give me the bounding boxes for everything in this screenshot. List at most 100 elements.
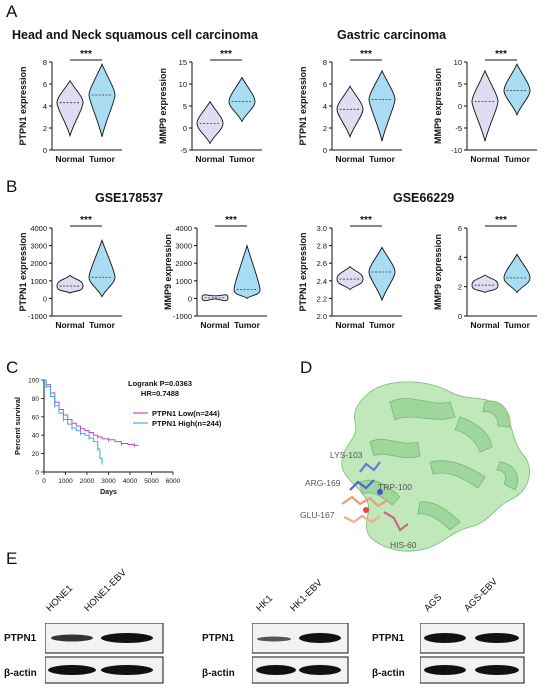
dataset-title-gse178537: GSE178537: [95, 191, 164, 205]
y-tick-label: 4000: [30, 224, 47, 233]
survival-curve-low: [44, 379, 139, 446]
y-tick-label: 5: [183, 102, 187, 111]
violin-normal: [201, 294, 229, 302]
legend-label: PTPN1 Low(n=244): [152, 409, 220, 418]
band-actin-control: [48, 665, 96, 675]
y-tick-label: -5: [180, 146, 187, 155]
y-axis-label: MMP9 expression: [433, 68, 443, 144]
band-ptpn1-ebv: [475, 633, 519, 643]
y-tick-label: 0: [458, 312, 462, 321]
violin-tumor: [88, 63, 116, 137]
x-tick-label: 1000: [58, 478, 73, 485]
y-tick-label: 0: [35, 470, 39, 477]
band-actin-control: [424, 665, 466, 675]
y-tick-label: 3.0: [317, 224, 327, 233]
y-tick-label: 100: [28, 378, 39, 385]
x-axis-label: Days: [100, 489, 117, 496]
y-tick-label: 4: [458, 253, 462, 262]
violin-normal: [56, 79, 84, 138]
lane-label: HONE1: [44, 583, 76, 614]
x-tick-label: Normal: [470, 320, 499, 330]
y-tick-label: 0: [458, 102, 462, 111]
y-tick-label: 40: [32, 433, 40, 440]
band-ptpn1-control: [424, 633, 466, 643]
x-tick-label: 6000: [166, 478, 181, 485]
violin-normal: [471, 274, 499, 294]
blot-row-label: β-actin: [4, 668, 37, 679]
y-tick-label: 8: [43, 58, 47, 67]
protein-structure-image: LYS-103 ARG-169 TRP-100 GLU-167 HIS-60: [300, 381, 530, 552]
violin-chart-a2: -5 0 5 10 15 MMP9 expression Normal Tumor ***: [158, 49, 262, 164]
y-tick-label: 2: [43, 124, 47, 133]
y-tick-label: 4: [323, 102, 327, 111]
panel-letter-e: E: [6, 549, 18, 568]
y-tick-label: 2000: [30, 259, 47, 268]
x-tick-label: Normal: [335, 154, 364, 164]
x-tick-label: Tumor: [234, 320, 261, 330]
y-tick-label: 3000: [30, 242, 47, 251]
dataset-title-gastric: Gastric carcinoma: [337, 28, 447, 42]
y-axis-label: MMP9 expression: [158, 68, 168, 144]
lane-label: AGS: [422, 592, 445, 614]
y-tick-label: 1000: [30, 277, 47, 286]
residue-his-60: HIS-60: [390, 540, 417, 550]
band-actin-ebv: [299, 665, 341, 675]
y-axis-label: MMP9 expression: [163, 234, 173, 310]
x-tick-label: Normal: [470, 154, 499, 164]
panel-letter-a: A: [6, 2, 18, 21]
y-tick-label: -1000: [173, 312, 192, 321]
y-tick-label: 60: [32, 414, 40, 421]
x-tick-label: Normal: [195, 154, 224, 164]
x-tick-label: 5000: [144, 478, 159, 485]
y-axis-label: PTPN1 expression: [298, 66, 308, 145]
violin-normal: [471, 69, 499, 142]
panel-letter-d: D: [300, 358, 313, 377]
blot-row-label: β-actin: [372, 668, 405, 679]
y-tick-label: 4000: [175, 224, 192, 233]
violin-tumor: [503, 253, 531, 294]
y-tick-label: 0: [43, 294, 47, 303]
y-axis-label: Percent survival: [13, 397, 22, 455]
band-ptpn1-ebv: [101, 633, 153, 643]
significance-label: ***: [360, 215, 372, 226]
lane-label: HONE1-EBV: [82, 567, 129, 614]
band-ptpn1-control: [257, 636, 291, 642]
band-actin-ebv: [101, 665, 153, 675]
significance-label: ***: [495, 49, 507, 60]
y-tick-label: 4: [43, 102, 47, 111]
violin-chart-b3: 2.0 2.2 2.4 2.6 2.8 3.0 PTPN1 expression Normal…: [298, 215, 402, 330]
y-tick-label: 20: [32, 451, 40, 458]
y-tick-label: 0: [183, 124, 187, 133]
x-tick-label: 0: [42, 478, 46, 485]
significance-label: ***: [80, 49, 92, 60]
y-tick-label: -10: [451, 146, 462, 155]
blot-row-label: PTPN1: [372, 633, 405, 644]
violin-tumor: [88, 238, 116, 298]
panel-letter-b: B: [6, 177, 18, 196]
x-tick-label: Tumor: [369, 154, 396, 164]
violin-chart-a4: -10 -5 0 5 10 MMP9 expression Normal Tumor ***: [433, 49, 537, 164]
x-tick-label: Normal: [55, 320, 84, 330]
violin-tumor: [233, 244, 261, 300]
y-tick-label: 3000: [175, 242, 192, 251]
y-tick-label: 15: [179, 58, 187, 67]
y-tick-label: 10: [454, 58, 462, 67]
y-axis-label: PTPN1 expression: [18, 66, 28, 145]
residue-lys-103: LYS-103: [330, 450, 363, 460]
y-tick-label: 6: [43, 80, 47, 89]
y-tick-label: 1000: [175, 277, 192, 286]
blot-row-label: β-actin: [202, 668, 235, 679]
violin-normal: [196, 100, 224, 145]
x-tick-label: 4000: [123, 478, 138, 485]
band-ptpn1-ebv: [299, 633, 341, 643]
y-tick-label: 0: [188, 294, 192, 303]
significance-label: ***: [360, 49, 372, 60]
western-blot-ags: AGS AGS-EBV PTPN1 β-actin: [370, 575, 550, 693]
x-tick-label: Tumor: [89, 320, 116, 330]
x-tick-label: Normal: [55, 154, 84, 164]
significance-label: ***: [495, 215, 507, 226]
y-axis-label: PTPN1 expression: [298, 232, 308, 311]
violin-chart-a3: 0 2 4 6 8 PTPN1 expression Normal Tumor ***: [298, 49, 402, 164]
y-tick-label: 2: [323, 124, 327, 133]
